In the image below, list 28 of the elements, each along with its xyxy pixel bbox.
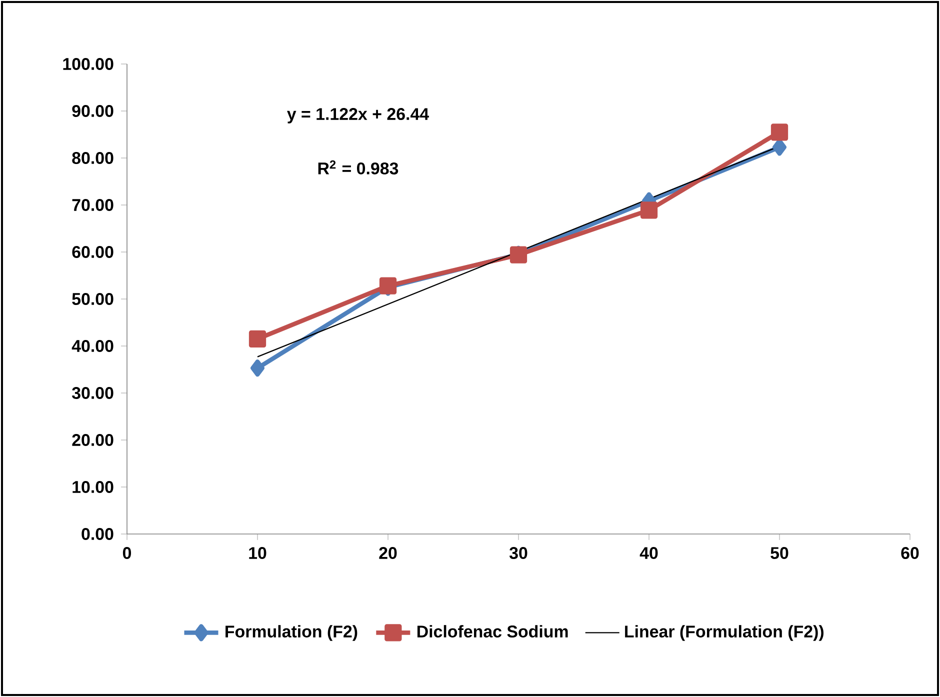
y-tick-label: 30.00 (72, 387, 114, 400)
legend-label: Linear (Formulation (F2)) (625, 625, 824, 641)
y-tick-label: 60.00 (72, 246, 114, 258)
y-tick-label: 40.00 (72, 340, 114, 352)
y-tick-label: 100.00 (63, 58, 114, 70)
point (772, 138, 786, 156)
point (248, 330, 266, 348)
x-tick-label: 60 (901, 547, 919, 559)
y-tick-label: 0.00 (82, 528, 114, 540)
legend-label: Diclofenac Sodium (417, 625, 568, 638)
x-tick-label: 0 (122, 547, 132, 559)
y-tick-label: 80.00 (72, 152, 114, 164)
x-tick-label: 20 (379, 547, 397, 559)
point (640, 202, 658, 219)
x-tick-label: 30 (509, 547, 528, 560)
x-tick-label: 50 (770, 547, 788, 559)
x-tick-label: 40 (640, 547, 658, 559)
y-tick-label: 20.00 (72, 434, 114, 446)
point (770, 124, 788, 141)
annotation: y = 1.122x + 26.44 (287, 108, 429, 124)
legend-label: Formulation (F2) (226, 625, 358, 641)
y-tick-label: 90.00 (72, 105, 114, 117)
y-tick-label: 50.00 (72, 293, 114, 305)
x-tick-label: 10 (249, 547, 266, 559)
y-tick-label: 10.00 (72, 481, 114, 493)
annotation: R$^{2}$ = 0.983 (318, 160, 398, 174)
point (250, 360, 264, 377)
y-tick-label: 70.00 (72, 199, 114, 211)
